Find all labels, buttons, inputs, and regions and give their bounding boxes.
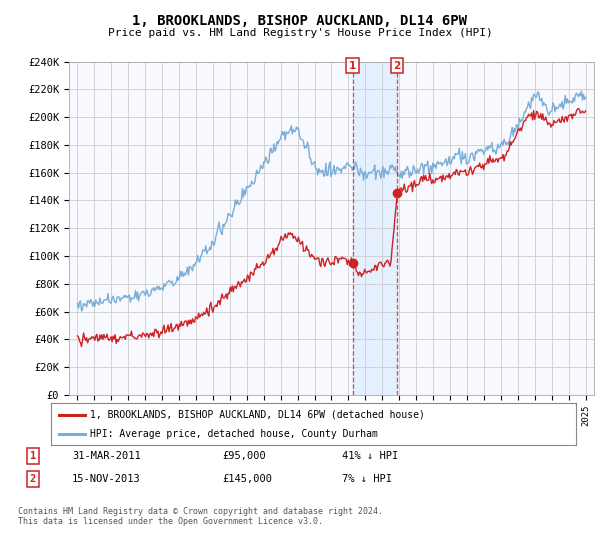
Text: 1, BROOKLANDS, BISHOP AUCKLAND, DL14 6PW (detached house): 1, BROOKLANDS, BISHOP AUCKLAND, DL14 6PW… bbox=[91, 409, 425, 419]
Text: 7% ↓ HPI: 7% ↓ HPI bbox=[342, 474, 392, 484]
Bar bbox=[353, 62, 397, 395]
Text: £145,000: £145,000 bbox=[222, 474, 272, 484]
Text: Contains HM Land Registry data © Crown copyright and database right 2024.
This d: Contains HM Land Registry data © Crown c… bbox=[18, 507, 383, 526]
Text: £95,000: £95,000 bbox=[222, 451, 266, 461]
Text: 31-MAR-2011: 31-MAR-2011 bbox=[72, 451, 141, 461]
Text: Price paid vs. HM Land Registry's House Price Index (HPI): Price paid vs. HM Land Registry's House … bbox=[107, 28, 493, 38]
Text: 15-NOV-2013: 15-NOV-2013 bbox=[72, 474, 141, 484]
Text: 1: 1 bbox=[349, 61, 356, 71]
Text: HPI: Average price, detached house, County Durham: HPI: Average price, detached house, Coun… bbox=[91, 429, 378, 439]
Text: 1, BROOKLANDS, BISHOP AUCKLAND, DL14 6PW: 1, BROOKLANDS, BISHOP AUCKLAND, DL14 6PW bbox=[133, 14, 467, 28]
Text: 1: 1 bbox=[30, 451, 36, 461]
Text: 2: 2 bbox=[30, 474, 36, 484]
Text: 41% ↓ HPI: 41% ↓ HPI bbox=[342, 451, 398, 461]
Text: 2: 2 bbox=[394, 61, 401, 71]
